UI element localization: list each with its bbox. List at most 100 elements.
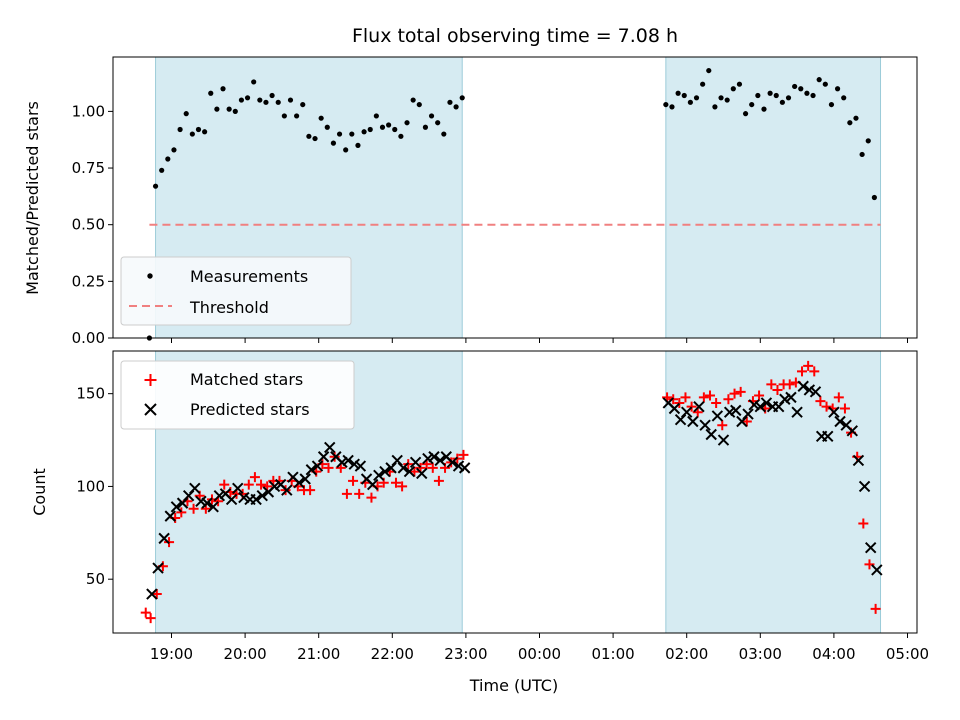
matched-star-point <box>735 386 746 397</box>
bottom-axes: 50 100 150 19:00 20:00 21:00 22:00 23:00 00:00 01… <box>76 385 929 663</box>
measurement-point <box>410 97 416 103</box>
predicted-star-point <box>379 465 391 478</box>
top-measurement-marks <box>146 67 877 341</box>
y-tick-label: 50 <box>86 570 105 588</box>
predicted-star-point <box>858 480 871 493</box>
legend-measurements-label: Measurements <box>190 267 308 286</box>
matched-star-point <box>427 462 438 473</box>
legend-threshold-label: Threshold <box>189 298 269 317</box>
measurement-point <box>810 92 816 99</box>
measurement-point <box>675 90 681 96</box>
measurement-point <box>779 99 785 105</box>
measurement-point <box>435 120 441 126</box>
measurement-point <box>361 129 367 135</box>
matched-star-point <box>140 607 151 618</box>
y-tick-label: 0.00 <box>72 329 105 347</box>
measurement-point <box>336 131 343 137</box>
measurement-point <box>669 104 675 110</box>
matched-star-point <box>409 466 420 477</box>
predicted-star-point <box>317 451 330 463</box>
predicted-star-point <box>809 386 822 398</box>
measurement-point <box>761 106 767 112</box>
predicted-star-point <box>250 493 262 506</box>
predicted-star-point <box>324 441 336 454</box>
predicted-star-point <box>446 456 459 469</box>
measurement-point <box>294 113 300 119</box>
measurement-point <box>214 106 220 112</box>
predicted-star-point <box>305 464 318 476</box>
measurement-point <box>865 138 871 144</box>
x-tick-label: 19:00 <box>150 645 193 663</box>
predicted-star-point <box>687 415 699 428</box>
matched-star-point <box>815 396 826 407</box>
measurement-point <box>202 129 208 135</box>
matched-star-point <box>705 390 716 401</box>
predicted-star-point <box>152 562 164 574</box>
predicted-star-point <box>822 430 834 443</box>
matched-star-point <box>870 603 881 614</box>
predicted-star-point <box>458 462 471 474</box>
measurement-point <box>841 95 847 101</box>
matched-star-point <box>219 479 230 490</box>
measurement-point <box>392 126 398 133</box>
matched-star-point <box>711 397 722 408</box>
predicted-star-point <box>256 490 268 502</box>
matched-star-point <box>354 488 365 499</box>
measurement-point <box>195 126 202 133</box>
predicted-star-point <box>717 434 730 446</box>
measurement-point <box>755 92 761 99</box>
measurement-point <box>859 151 865 158</box>
predicted-star-point <box>668 402 681 415</box>
measurement-point <box>189 131 195 137</box>
shaded-interval-1 <box>665 56 882 339</box>
measurement-point <box>700 81 706 87</box>
measurement-point <box>244 95 251 101</box>
measurement-point <box>712 104 718 110</box>
legend-matched-marker <box>144 374 157 386</box>
measurement-point <box>226 106 232 112</box>
bottom-plot-frame <box>112 350 918 634</box>
matched-star-point <box>772 384 783 395</box>
measurement-point <box>318 115 324 121</box>
matched-star-point <box>821 401 832 412</box>
matched-star-point <box>858 518 869 529</box>
matched-star-point <box>433 475 444 486</box>
predicted-star-point <box>366 478 379 491</box>
measurement-point <box>281 113 287 119</box>
measurement-point <box>379 124 386 130</box>
measurement-point <box>306 133 312 139</box>
measurement-point <box>422 124 429 130</box>
legend-predicted-marker <box>144 403 157 416</box>
measurement-point <box>152 183 159 189</box>
measurement-point <box>785 95 792 101</box>
measurement-point <box>324 124 330 130</box>
matched-star-point <box>188 503 199 514</box>
bottom-count-marks <box>140 360 883 624</box>
predicted-star-point <box>416 467 428 480</box>
matched-star-point <box>458 449 469 460</box>
measurement-point <box>404 120 410 126</box>
measurement-point <box>386 122 392 128</box>
matched-star-point <box>754 390 765 401</box>
matched-star-point <box>717 420 728 431</box>
measurement-point <box>232 108 238 114</box>
matched-star-point <box>674 397 685 408</box>
predicted-star-point <box>699 419 711 431</box>
measurement-point <box>330 140 337 146</box>
predicted-star-point <box>864 541 877 554</box>
matched-star-point <box>348 475 359 486</box>
predicted-star-point <box>342 454 354 467</box>
measurement-point <box>773 92 779 99</box>
matched-star-point <box>729 388 740 399</box>
matched-star-point <box>305 485 316 496</box>
measurement-point <box>693 95 700 101</box>
measurement-point <box>159 167 165 173</box>
x-tick-label: 21:00 <box>297 645 340 663</box>
predicted-star-point <box>293 477 305 489</box>
matched-star-point <box>176 507 187 518</box>
measurement-point <box>238 97 245 103</box>
measurement-point <box>355 142 361 148</box>
x-tick-label: 03:00 <box>739 645 782 663</box>
predicted-star-point <box>170 501 183 513</box>
measurement-point <box>792 83 798 90</box>
